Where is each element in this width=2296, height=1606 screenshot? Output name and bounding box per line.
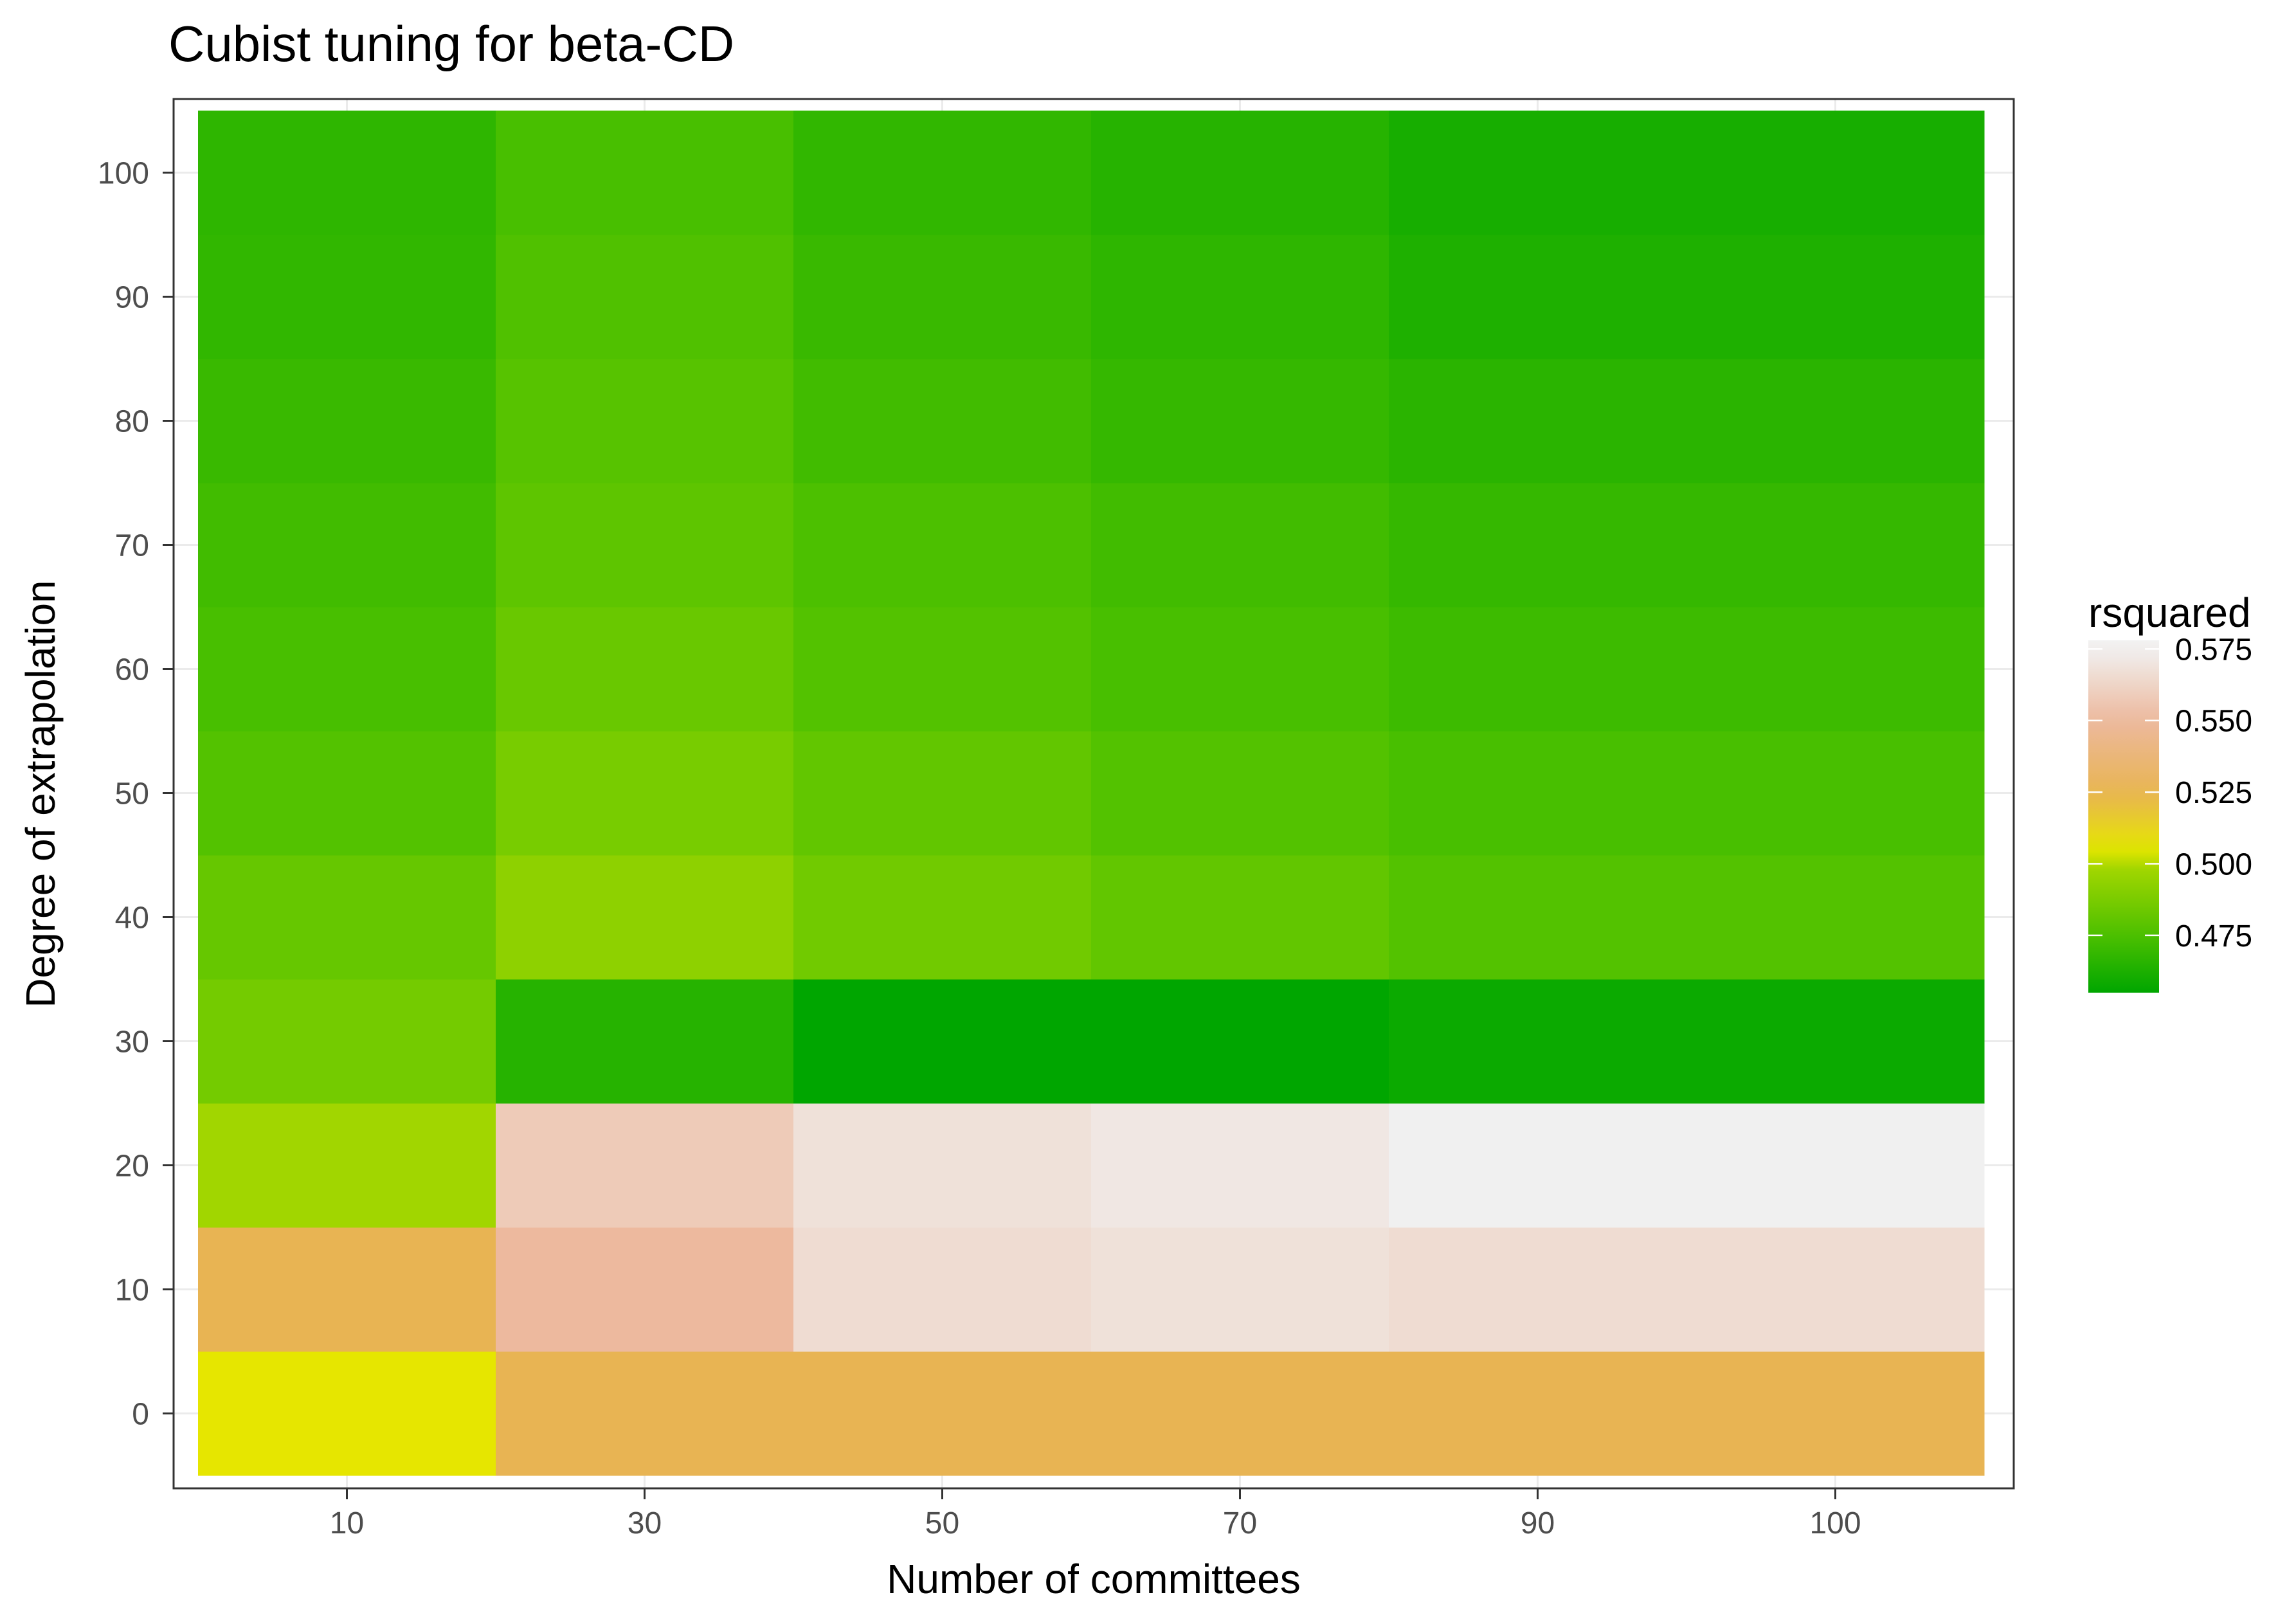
- x-tick-label: 30: [628, 1506, 662, 1540]
- heatmap-cell: [1389, 607, 1687, 732]
- heatmap-cell: [793, 359, 1092, 483]
- legend-colorbar: [2088, 640, 2159, 993]
- x-tick-label: 90: [1521, 1506, 1555, 1540]
- heatmap-cell: [1091, 1103, 1389, 1228]
- x-tick-label: 100: [1809, 1506, 1861, 1540]
- heatmap-cell: [496, 855, 794, 980]
- y-tick-label: 60: [115, 653, 149, 687]
- heatmap-cell: [1686, 855, 1985, 980]
- x-tick-label: 50: [925, 1506, 959, 1540]
- legend-label: 0.550: [2175, 705, 2252, 739]
- y-tick-label: 20: [115, 1150, 149, 1184]
- chart-title: Cubist tuning for beta-CD: [168, 15, 734, 72]
- heatmap-cell: [496, 111, 794, 235]
- heatmap-cell: [1686, 235, 1985, 359]
- heatmap-cell: [1686, 1351, 1985, 1476]
- legend-label: 0.525: [2175, 776, 2252, 810]
- heatmap-cell: [1389, 1227, 1687, 1352]
- heatmap-cell: [496, 1227, 794, 1352]
- heatmap-cell: [793, 607, 1092, 732]
- heatmap-cell: [1389, 359, 1687, 483]
- heatmap-cell: [198, 731, 496, 856]
- heatmap-cell: [496, 483, 794, 608]
- y-tick-label: 90: [115, 281, 149, 315]
- legend-label: 0.475: [2175, 919, 2252, 953]
- heatmap-cell: [496, 235, 794, 359]
- heatmap-cell: [1686, 1103, 1985, 1228]
- y-tick-label: 10: [115, 1274, 149, 1308]
- heatmap-cell: [1389, 855, 1687, 980]
- heatmap-cell: [793, 979, 1092, 1104]
- heatmap-cell: [793, 483, 1092, 608]
- y-tick-label: 40: [115, 901, 149, 935]
- y-tick-label: 0: [132, 1398, 149, 1432]
- heatmap-cell: [1389, 731, 1687, 856]
- heatmap-cell: [496, 359, 794, 483]
- heatmap-cell: [198, 359, 496, 483]
- x-axis-title: Number of committees: [887, 1556, 1301, 1602]
- color-legend: rsquared 0.575 0.550 0.525 0.500 0.475: [2088, 590, 2252, 993]
- heatmap-cell: [1091, 111, 1389, 235]
- heatmap-cell: [198, 1227, 496, 1352]
- heatmap-cell: [198, 855, 496, 980]
- heatmap-cell: [793, 111, 1092, 235]
- heatmap-cell: [793, 1351, 1092, 1476]
- y-axis-title: Degree of extrapolation: [17, 580, 64, 1007]
- heatmap-cell: [496, 979, 794, 1104]
- heatmap-cell: [1091, 855, 1389, 980]
- heatmap-cell: [1091, 1351, 1389, 1476]
- heatmap-cell: [793, 731, 1092, 856]
- heatmap-cell: [198, 607, 496, 732]
- heatmap-cell: [1686, 111, 1985, 235]
- y-tick-label: 70: [115, 529, 149, 563]
- y-tick-label: 80: [115, 405, 149, 439]
- heatmap-cell: [1686, 979, 1985, 1104]
- heatmap-cell: [1091, 1227, 1389, 1352]
- heatmap-cell: [1686, 359, 1985, 483]
- heatmap-cell: [198, 111, 496, 235]
- heatmap-cells: [198, 111, 1985, 1476]
- heatmap-cell: [1389, 979, 1687, 1104]
- heatmap-cell: [1686, 483, 1985, 608]
- heatmap-cell: [1686, 607, 1985, 732]
- heatmap-cell: [198, 979, 496, 1104]
- legend-ticks: 0.575 0.550 0.525 0.500 0.475: [2088, 633, 2252, 953]
- heatmap-cell: [1091, 483, 1389, 608]
- heatmap-cell: [1686, 1227, 1985, 1352]
- heatmap-cell: [1389, 235, 1687, 359]
- heatmap-cell: [1091, 607, 1389, 732]
- y-tick-label: 100: [98, 157, 149, 191]
- y-tick-label: 50: [115, 777, 149, 811]
- heatmap-cell: [793, 235, 1092, 359]
- heatmap-cell: [496, 607, 794, 732]
- heatmap-cell: [793, 1103, 1092, 1228]
- heatmap-cell: [198, 1103, 496, 1228]
- heatmap-cell: [198, 235, 496, 359]
- heatmap-cell: [1389, 483, 1687, 608]
- heatmap-cell: [793, 855, 1092, 980]
- x-tick-label: 10: [330, 1506, 364, 1540]
- heatmap-cell: [1389, 1103, 1687, 1228]
- legend-label: 0.575: [2175, 633, 2252, 667]
- heatmap-cell: [1091, 235, 1389, 359]
- heatmap-cell: [1686, 731, 1985, 856]
- heatmap-cell: [1389, 111, 1687, 235]
- heatmap-cell: [793, 1227, 1092, 1352]
- legend-title: rsquared: [2088, 590, 2251, 636]
- heatmap-cell: [198, 1351, 496, 1476]
- y-tick-label: 30: [115, 1025, 149, 1060]
- legend-label: 0.500: [2175, 848, 2252, 882]
- heatmap-cell: [1091, 359, 1389, 483]
- x-tick-label: 70: [1223, 1506, 1257, 1540]
- heatmap-cell: [1091, 731, 1389, 856]
- heatmap-cell: [198, 483, 496, 608]
- heatmap-cell: [496, 731, 794, 856]
- heatmap-cell: [496, 1103, 794, 1228]
- heatmap-cell: [1091, 979, 1389, 1104]
- y-axis: 0 10 20 30 40 50 60 70 80 90 100: [98, 157, 174, 1432]
- heatmap-cell: [496, 1351, 794, 1476]
- heatmap-cell: [1389, 1351, 1687, 1476]
- x-axis: 10 30 50 70 90 100: [330, 1488, 1861, 1540]
